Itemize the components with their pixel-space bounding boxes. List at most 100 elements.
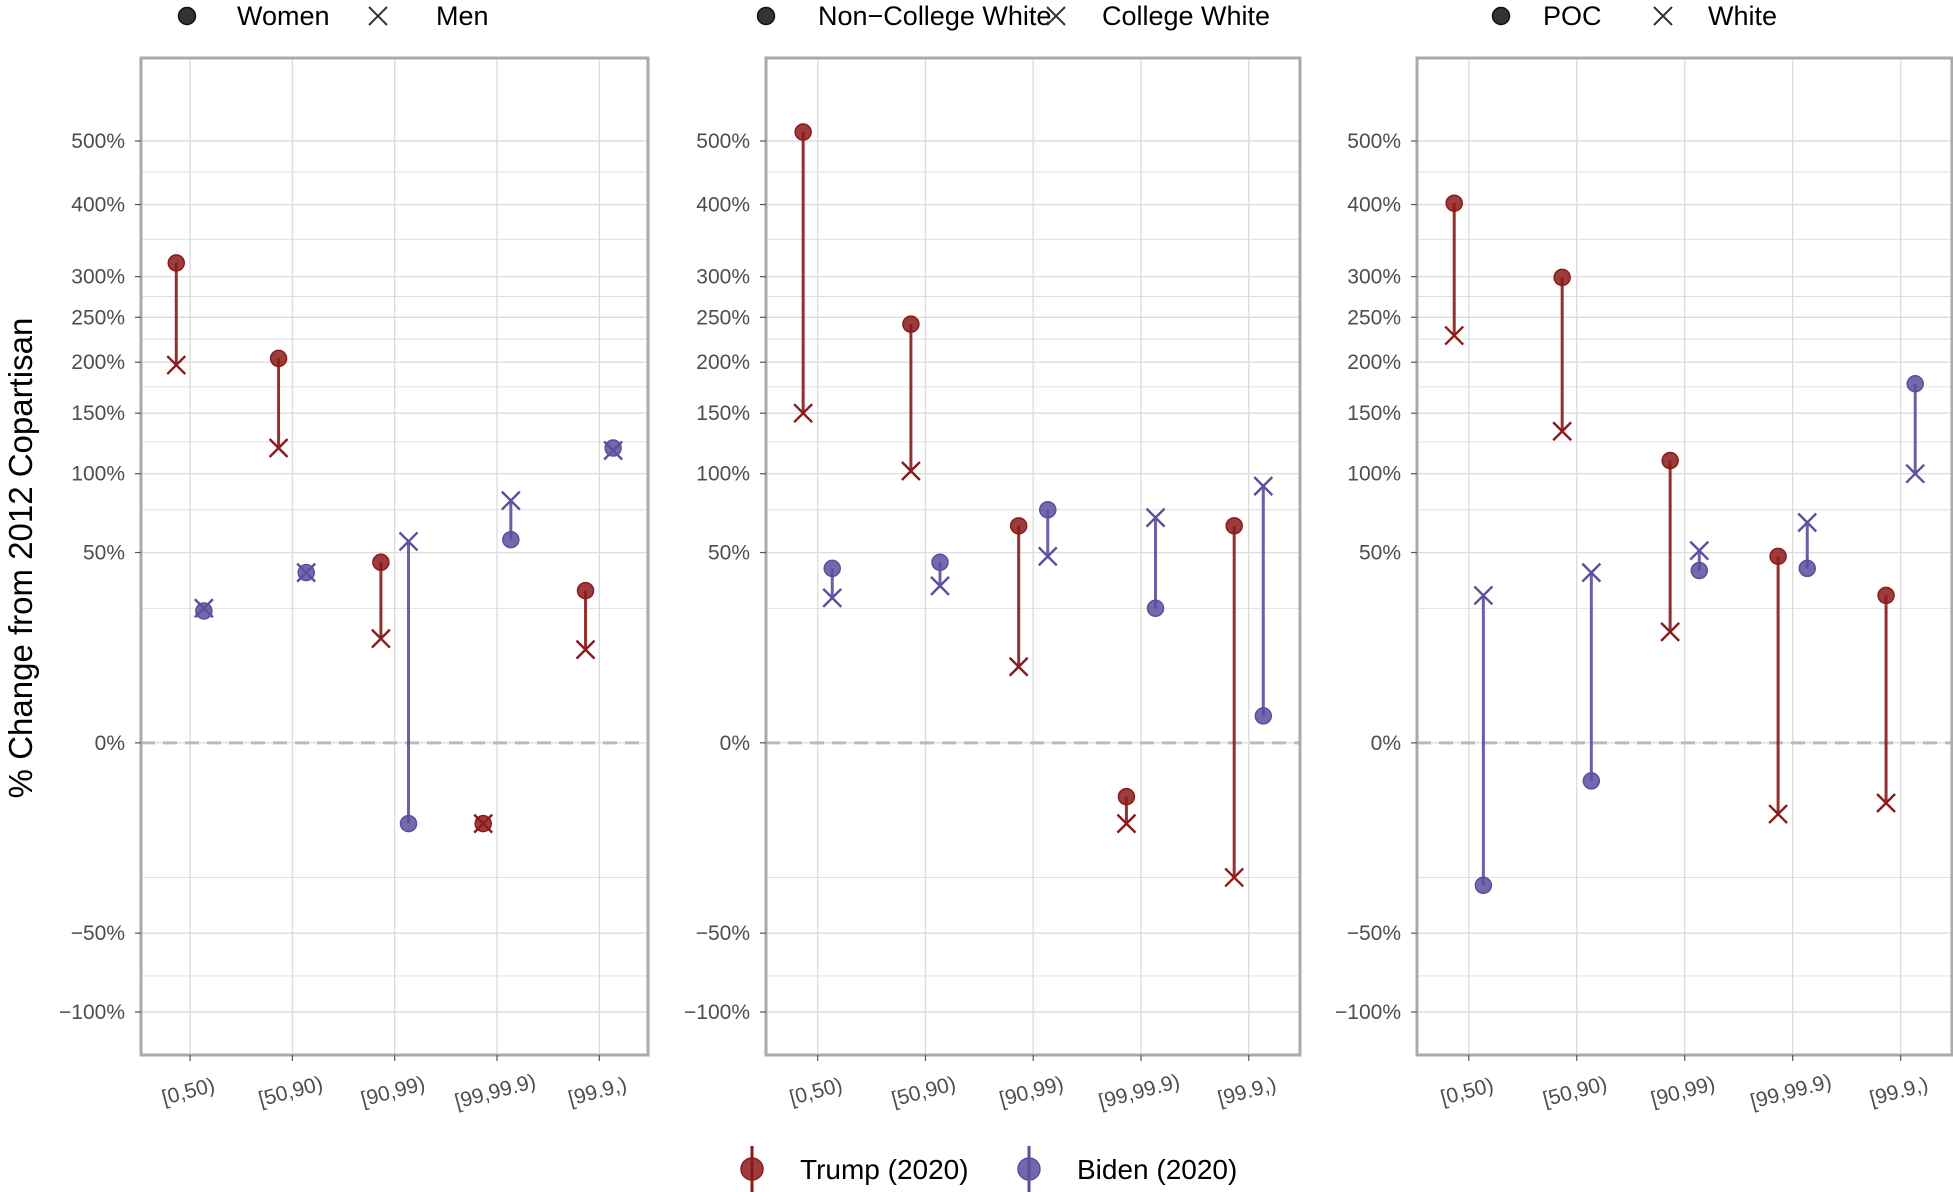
x-tick-label: [50,90) <box>256 1072 325 1111</box>
x-tick-label: [99.9,) <box>566 1073 629 1111</box>
x-tick-label: [99,99.9) <box>1748 1070 1834 1114</box>
biden-dumbbell <box>1473 585 1494 895</box>
trump-circle-point <box>576 581 595 600</box>
biden-cross-point <box>930 576 950 596</box>
trump-cross-point <box>575 639 596 660</box>
biden-cross-point <box>1037 546 1058 567</box>
biden-cross-point <box>603 440 623 461</box>
trump-cross-point <box>1552 421 1573 442</box>
y-tick-label: 300% <box>71 266 125 289</box>
trump-circle-point <box>794 123 812 141</box>
legend-swatch-circle <box>1017 1157 1041 1181</box>
y-tick-label: 500% <box>71 130 125 153</box>
legend-cross-label: College White <box>1102 1 1270 31</box>
biden-cross-point <box>398 531 419 552</box>
biden-circle-point <box>1690 561 1709 580</box>
x-tick-label: [99.9,) <box>1867 1073 1930 1111</box>
y-tick-label: −100% <box>684 1001 750 1024</box>
y-tick-label: −50% <box>696 922 750 945</box>
y-tick-label: 150% <box>71 402 125 425</box>
biden-circle-point <box>195 602 213 620</box>
y-tick-label: 50% <box>708 542 750 565</box>
y-tick-label: 100% <box>1347 463 1401 486</box>
y-tick-label: 200% <box>71 351 125 374</box>
biden-dumbbell <box>1689 540 1710 580</box>
trump-circle-point <box>1877 586 1895 605</box>
legend-item-biden: Biden (2020) <box>1017 1146 1237 1192</box>
trump-cross-point <box>1876 793 1896 813</box>
y-tick-label: 50% <box>1359 542 1401 565</box>
trump-cross-point <box>901 461 921 481</box>
trump-dumbbell <box>1768 547 1788 824</box>
biden-circle-point <box>1474 876 1493 895</box>
x-tick-label: [99,99.9) <box>1096 1070 1182 1114</box>
biden-dumbbell <box>194 598 214 620</box>
biden-dumbbell <box>1905 375 1926 484</box>
biden-cross-point <box>1473 585 1494 606</box>
legend-cross-label: White <box>1708 1 1777 31</box>
biden-circle-point <box>1039 501 1057 519</box>
trump-cross-point <box>1444 325 1465 346</box>
biden-dumbbell <box>296 562 317 583</box>
legend-circle-label: Non−College White <box>818 1 1051 31</box>
biden-circle-point <box>1254 707 1273 725</box>
y-tick-label: −100% <box>1335 1001 1401 1024</box>
y-tick-label: 150% <box>1347 402 1401 425</box>
trump-circle-point <box>1009 517 1028 535</box>
biden-cross-point <box>1145 507 1166 528</box>
biden-circle-point <box>1906 375 1924 393</box>
biden-circle-point <box>604 439 622 457</box>
biden-dumbbell <box>822 559 843 608</box>
biden-cross-point <box>1797 512 1818 533</box>
legend-cross-marker <box>1046 6 1066 26</box>
trump-cross-point <box>1116 813 1137 834</box>
legend-cross-marker <box>1653 6 1673 26</box>
trump-circle-point <box>1769 547 1787 566</box>
biden-cross-point <box>1689 540 1710 561</box>
trump-cross-point <box>1008 656 1029 677</box>
biden-cross-point <box>1905 463 1926 484</box>
biden-dumbbell <box>1797 512 1818 578</box>
biden-dumbbell <box>500 490 521 549</box>
biden-dumbbell <box>1253 476 1274 725</box>
biden-dumbbell <box>398 531 419 833</box>
legend-item-trump: Trump (2020) <box>740 1146 969 1192</box>
biden-dumbbell <box>930 553 950 596</box>
trump-dumbbell <box>1224 517 1245 888</box>
trump-circle-point <box>1553 268 1571 287</box>
shape-legend: Women Men <box>177 1 489 31</box>
trump-dumbbell <box>371 553 391 649</box>
y-tick-label: 150% <box>696 402 750 425</box>
y-tick-label: 400% <box>696 194 750 217</box>
trump-dumbbell <box>1008 517 1029 677</box>
y-tick-label: 50% <box>83 542 125 565</box>
trump-cross-point <box>1660 622 1680 642</box>
y-axis-label: % Change from 2012 Copartisan <box>2 318 39 799</box>
trump-cross-point <box>268 438 289 458</box>
biden-cross-point <box>296 562 317 583</box>
y-tick-label: 200% <box>1347 351 1401 374</box>
trump-circle-point <box>269 349 288 368</box>
trump-circle-point <box>1117 787 1136 806</box>
shape-legend: POC White <box>1491 1 1777 31</box>
legend-circle-label: Women <box>237 1 330 31</box>
trump-dumbbell <box>1660 451 1680 642</box>
series-legend: Trump (2020) Biden (2020) <box>740 1146 1237 1192</box>
x-tick-label: [99.9,) <box>1215 1073 1278 1111</box>
trump-cross-point <box>1768 804 1788 824</box>
y-tick-label: 250% <box>71 306 125 329</box>
trump-dumbbell <box>793 123 813 424</box>
y-tick-label: 0% <box>720 732 750 755</box>
y-tick-label: −50% <box>71 922 125 945</box>
legend-circle-marker <box>1491 6 1511 26</box>
legend-cross-label: Men <box>436 1 489 31</box>
x-tick-label: [99,99.9) <box>452 1070 538 1114</box>
trump-cross-point <box>793 403 813 424</box>
trump-dumbbell <box>166 254 187 375</box>
x-tick-label: [50,90) <box>889 1072 958 1111</box>
x-tick-label: [0,50) <box>1438 1074 1496 1110</box>
biden-circle-point <box>1146 599 1165 618</box>
biden-dumbbell <box>603 439 623 461</box>
y-tick-label: 400% <box>71 194 125 217</box>
biden-cross-point <box>822 588 843 608</box>
